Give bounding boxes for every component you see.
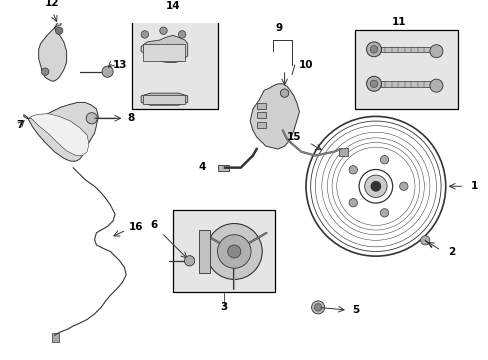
Text: 11: 11 xyxy=(391,17,406,27)
Bar xyxy=(52,333,59,342)
Circle shape xyxy=(429,45,442,58)
Circle shape xyxy=(348,166,357,174)
Bar xyxy=(256,112,265,118)
Text: 8: 8 xyxy=(127,113,134,123)
Circle shape xyxy=(227,245,240,258)
Text: 1: 1 xyxy=(470,181,477,191)
Text: 13: 13 xyxy=(113,60,127,70)
Bar xyxy=(142,44,184,60)
Bar xyxy=(380,81,431,87)
Circle shape xyxy=(369,80,377,87)
Circle shape xyxy=(429,79,442,92)
Text: 2: 2 xyxy=(447,247,455,257)
Circle shape xyxy=(217,235,250,268)
Circle shape xyxy=(102,66,113,77)
Circle shape xyxy=(366,42,381,57)
Circle shape xyxy=(206,224,262,279)
Polygon shape xyxy=(29,114,89,156)
Polygon shape xyxy=(141,93,187,105)
Text: 4: 4 xyxy=(199,162,206,172)
Circle shape xyxy=(369,46,377,53)
Circle shape xyxy=(311,301,324,314)
Circle shape xyxy=(178,31,185,38)
Circle shape xyxy=(364,175,386,197)
Text: 16: 16 xyxy=(129,222,143,232)
Circle shape xyxy=(55,27,63,35)
Circle shape xyxy=(280,89,288,97)
Text: 10: 10 xyxy=(298,60,312,70)
Text: 9: 9 xyxy=(275,23,282,33)
Bar xyxy=(142,95,184,104)
Bar xyxy=(338,148,347,156)
Text: 12: 12 xyxy=(44,0,59,9)
Bar xyxy=(256,122,265,127)
Circle shape xyxy=(399,182,407,190)
Text: 7: 7 xyxy=(16,120,23,130)
FancyBboxPatch shape xyxy=(355,30,457,109)
Circle shape xyxy=(348,198,357,207)
Circle shape xyxy=(160,27,167,35)
Circle shape xyxy=(41,68,49,75)
Polygon shape xyxy=(39,21,66,81)
Text: 5: 5 xyxy=(352,305,359,315)
Circle shape xyxy=(380,156,388,164)
FancyBboxPatch shape xyxy=(132,14,217,109)
Text: 15: 15 xyxy=(286,132,301,142)
Polygon shape xyxy=(249,84,299,149)
Polygon shape xyxy=(141,35,187,62)
Text: 3: 3 xyxy=(220,302,227,312)
Circle shape xyxy=(370,181,380,191)
Text: 14: 14 xyxy=(165,1,180,11)
Circle shape xyxy=(380,209,388,217)
Bar xyxy=(380,46,431,52)
FancyBboxPatch shape xyxy=(172,210,275,292)
Circle shape xyxy=(86,113,97,124)
Bar xyxy=(217,165,228,171)
Bar xyxy=(256,103,265,109)
Polygon shape xyxy=(24,103,98,161)
Bar xyxy=(199,230,210,273)
Circle shape xyxy=(184,256,194,266)
Circle shape xyxy=(420,236,429,245)
Text: 6: 6 xyxy=(150,220,158,230)
Circle shape xyxy=(141,31,148,38)
Circle shape xyxy=(314,303,321,311)
Circle shape xyxy=(366,76,381,91)
